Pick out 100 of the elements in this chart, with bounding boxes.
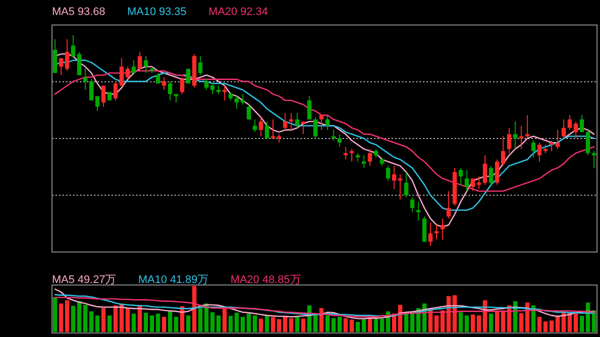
bar: [470, 314, 475, 332]
bar: [270, 316, 276, 332]
candlestick: [180, 76, 184, 95]
candlestick: [264, 121, 270, 139]
candlestick: [476, 176, 482, 190]
candlestick: [65, 38, 70, 72]
candlestick: [562, 118, 566, 139]
bar: [107, 315, 112, 332]
candlestick: [464, 170, 469, 192]
candlestick: [513, 121, 518, 150]
candlestick: [307, 96, 312, 120]
bar: [144, 312, 148, 332]
bar: [150, 315, 154, 332]
candlestick: [416, 201, 420, 222]
candlestick: [422, 216, 427, 242]
candlestick: [113, 80, 118, 101]
bar: [192, 286, 196, 332]
bar: [325, 315, 330, 332]
candlestick: [52, 38, 58, 74]
bar: [276, 319, 282, 332]
text: MA20 48.85万: [230, 274, 301, 286]
bar: [313, 314, 318, 332]
candlestick: [470, 178, 475, 192]
text: MA5 93.68: [52, 6, 106, 18]
bar: [174, 316, 178, 332]
candlestick: [494, 158, 500, 186]
bar: [301, 318, 306, 332]
text: MA20 92.34: [208, 6, 268, 18]
bar: [65, 300, 70, 332]
candlestick: [344, 146, 348, 160]
candlestick: [95, 96, 100, 112]
bar: [210, 312, 215, 332]
bar: [95, 315, 100, 332]
candlestick: [138, 51, 142, 72]
candlestick: [580, 114, 584, 133]
bar: [180, 306, 184, 332]
bar: [222, 308, 227, 332]
bar: [258, 318, 264, 332]
bar: [331, 318, 336, 332]
candlestick: [144, 56, 148, 74]
candlestick: [519, 125, 524, 150]
bar: [264, 316, 270, 332]
candlestick: [482, 154, 488, 186]
candlestick: [89, 78, 94, 101]
candlestick: [210, 83, 215, 95]
candlestick: [325, 114, 330, 130]
candlestick: [537, 142, 542, 162]
candlestick: [101, 85, 106, 108]
candlestick: [252, 118, 257, 133]
candlestick: [283, 112, 288, 130]
candlestick: [531, 140, 536, 158]
candlestick: [410, 196, 414, 213]
candlestick: [204, 78, 209, 90]
bar: [374, 318, 378, 332]
bar: [198, 308, 202, 332]
candlestick: [386, 165, 390, 182]
candlestick: [338, 134, 342, 148]
candlestick: [198, 56, 202, 76]
candlestick: [592, 150, 596, 168]
candlestick: [488, 165, 494, 186]
candlestick: [586, 129, 590, 156]
bar: [338, 316, 342, 332]
candlestick: [446, 190, 451, 220]
candlestick: [168, 80, 172, 101]
bar: [216, 315, 221, 332]
candlestick: [458, 167, 463, 186]
bar: [476, 315, 482, 332]
bar: [138, 304, 142, 332]
candlestick: [83, 68, 88, 90]
candlestick: [368, 148, 372, 166]
candlestick: [350, 148, 354, 162]
candlestick: [246, 104, 251, 120]
candlestick: [525, 114, 530, 139]
bar: [101, 308, 106, 332]
candlestick: [301, 121, 306, 135]
candlestick: [507, 127, 512, 154]
candlestick: [434, 224, 439, 240]
candlestick: [313, 116, 318, 139]
bar: [488, 314, 494, 332]
series-label: MA5 49.27万: [52, 274, 116, 286]
bar: [380, 318, 384, 332]
candlestick: [501, 136, 506, 166]
candlestick: [132, 60, 136, 74]
candlestick: [556, 129, 560, 150]
bar: [186, 315, 190, 332]
bar: [156, 314, 160, 332]
candlestick: [58, 58, 64, 76]
candlestick: [289, 112, 294, 130]
candlestick: [428, 222, 433, 246]
text: MA10 93.35: [127, 6, 187, 18]
bar: [295, 316, 300, 332]
bar: [543, 321, 548, 332]
candlestick: [258, 116, 264, 137]
candlestick: [295, 112, 300, 128]
bar: [132, 314, 136, 332]
bar: [58, 303, 64, 332]
bar: [549, 320, 554, 332]
candlestick: [404, 172, 408, 198]
bar: [537, 316, 542, 332]
series-label: MA10 41.89万: [138, 274, 209, 286]
